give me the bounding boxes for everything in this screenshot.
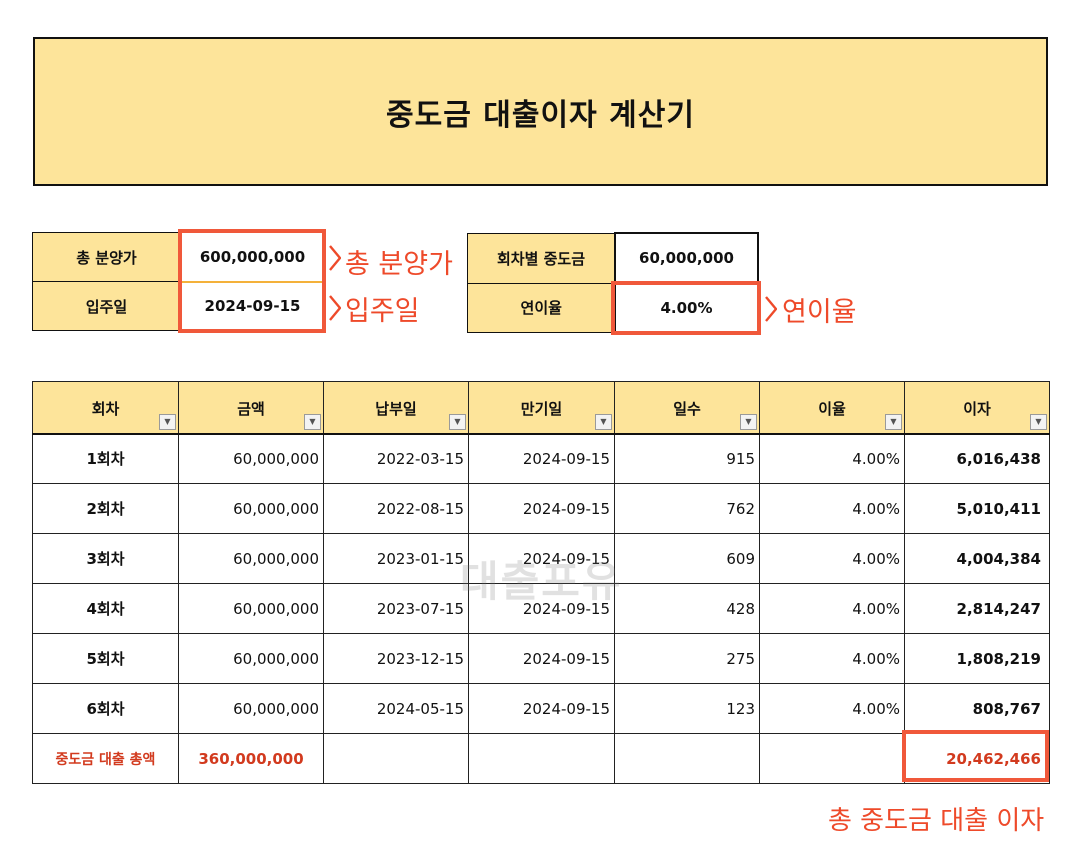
interest-cell[interactable]: 5,010,411 [904, 483, 1050, 534]
rate-cell[interactable]: 4.00% [759, 433, 905, 484]
installment-value: 60,000,000 [614, 232, 759, 284]
chevron-right-icon [329, 295, 341, 321]
total-row: 중도금 대출 총액 360,000,000 20,462,466 [32, 733, 1050, 784]
days-cell[interactable]: 762 [614, 483, 760, 534]
days-cell[interactable]: 915 [614, 433, 760, 484]
empty-cell[interactable] [323, 733, 469, 784]
payment-date-cell[interactable]: 2024-05-15 [323, 683, 469, 734]
total-amount[interactable]: 360,000,000 [178, 733, 324, 784]
maturity-date-cell[interactable]: 2024-09-15 [468, 633, 615, 684]
filter-dropdown-icon[interactable]: ▼ [595, 413, 612, 430]
highlight-box-total-interest [902, 730, 1049, 782]
rate-cell[interactable]: 4.00% [759, 483, 905, 534]
round-cell[interactable]: 4회차 [32, 583, 179, 634]
round-cell[interactable]: 3회차 [32, 533, 179, 584]
column-header-payment-date: 납부일 ▼ [323, 381, 469, 435]
column-header-rate: 이율 ▼ [759, 381, 905, 435]
payment-date-cell[interactable]: 2023-12-15 [323, 633, 469, 684]
input-table-right: 회차별 중도금 60,000,000 연이율 4.00% [467, 232, 759, 333]
filter-dropdown-icon[interactable]: ▼ [449, 413, 466, 430]
table-row: 1회차 60,000,000 2022-03-15 2024-09-15 915… [32, 433, 1050, 484]
move-in-label: 입주일 [32, 281, 181, 331]
column-header-interest: 이자 ▼ [904, 381, 1050, 435]
payment-date-cell[interactable]: 2023-01-15 [323, 533, 469, 584]
filter-dropdown-icon[interactable]: ▼ [159, 413, 176, 430]
total-price-label: 총 분양가 [32, 232, 181, 282]
annual-rate-label: 연이율 [467, 282, 616, 333]
column-header-days: 일수 ▼ [614, 381, 760, 435]
rate-cell[interactable]: 4.00% [759, 583, 905, 634]
table-row: 5회차 60,000,000 2023-12-15 2024-09-15 275… [32, 633, 1050, 684]
total-interest[interactable]: 20,462,466 [904, 733, 1050, 784]
round-cell[interactable]: 5회차 [32, 633, 179, 684]
amount-cell[interactable]: 60,000,000 [178, 483, 324, 534]
annotation-annual-rate: 연이율 [782, 297, 857, 328]
filter-dropdown-icon[interactable]: ▼ [740, 413, 757, 430]
table-row: 2회차 60,000,000 2022-08-15 2024-09-15 762… [32, 483, 1050, 534]
calculator-title-banner: 중도금 대출이자 계산기 [33, 37, 1048, 186]
table-row: 3회차 60,000,000 2023-01-15 2024-09-15 609… [32, 533, 1050, 584]
interest-cell[interactable]: 808,767 [904, 683, 1050, 734]
rate-cell[interactable]: 4.00% [759, 683, 905, 734]
filter-dropdown-icon[interactable]: ▼ [304, 413, 321, 430]
round-cell[interactable]: 6회차 [32, 683, 179, 734]
interest-cell[interactable]: 2,814,247 [904, 583, 1050, 634]
installment-label: 회차별 중도금 [467, 232, 616, 284]
total-label: 중도금 대출 총액 [32, 733, 179, 784]
maturity-date-cell[interactable]: 2024-09-15 [468, 683, 615, 734]
watermark-text: 대출포유 [460, 557, 623, 606]
payment-date-cell[interactable]: 2022-03-15 [323, 433, 469, 484]
annotation-move-in: 입주일 [345, 296, 420, 327]
page-title: 중도금 대출이자 계산기 [386, 97, 695, 133]
maturity-date-cell[interactable]: 2024-09-15 [468, 483, 615, 534]
payment-date-cell[interactable]: 2023-07-15 [323, 583, 469, 634]
amount-cell[interactable]: 60,000,000 [178, 533, 324, 584]
highlight-box-annual-rate [611, 281, 761, 335]
table-row: 6회차 60,000,000 2024-05-15 2024-09-15 123… [32, 683, 1050, 734]
round-cell[interactable]: 1회차 [32, 433, 179, 484]
selected-cell-divider [182, 281, 322, 283]
amount-cell[interactable]: 60,000,000 [178, 583, 324, 634]
empty-cell[interactable] [759, 733, 905, 784]
annotation-total-price: 총 분양가 [345, 249, 453, 280]
empty-cell[interactable] [614, 733, 760, 784]
days-cell[interactable]: 123 [614, 683, 760, 734]
interest-schedule-table: 회차 ▼ 금액 ▼ 납부일 ▼ 만기일 ▼ 일수 ▼ 이율 ▼ 이자 ▼ 1회차 60,000… [32, 381, 1050, 784]
interest-cell[interactable]: 4,004,384 [904, 533, 1050, 584]
annotation-total-interest: 총 중도금 대출 이자 [828, 806, 1045, 836]
days-cell[interactable]: 275 [614, 633, 760, 684]
days-cell[interactable]: 428 [614, 583, 760, 634]
payment-date-cell[interactable]: 2022-08-15 [323, 483, 469, 534]
filter-dropdown-icon[interactable]: ▼ [885, 413, 902, 430]
rate-cell[interactable]: 4.00% [759, 533, 905, 584]
highlight-box-left-inputs [178, 229, 326, 333]
days-cell[interactable]: 609 [614, 533, 760, 584]
column-header-round: 회차 ▼ [32, 381, 179, 435]
chevron-right-icon [765, 296, 777, 322]
maturity-date-cell[interactable]: 2024-09-15 [468, 433, 615, 484]
rate-cell[interactable]: 4.00% [759, 633, 905, 684]
interest-cell[interactable]: 6,016,438 [904, 433, 1050, 484]
amount-cell[interactable]: 60,000,000 [178, 433, 324, 484]
empty-cell[interactable] [468, 733, 615, 784]
column-header-maturity-date: 만기일 ▼ [468, 381, 615, 435]
filter-dropdown-icon[interactable]: ▼ [1030, 413, 1047, 430]
chevron-right-icon [329, 245, 341, 271]
round-cell[interactable]: 2회차 [32, 483, 179, 534]
maturity-date-cell[interactable]: 2024-09-15 [468, 533, 615, 584]
column-header-amount: 금액 ▼ [178, 381, 324, 435]
amount-cell[interactable]: 60,000,000 [178, 633, 324, 684]
interest-cell[interactable]: 1,808,219 [904, 633, 1050, 684]
amount-cell[interactable]: 60,000,000 [178, 683, 324, 734]
